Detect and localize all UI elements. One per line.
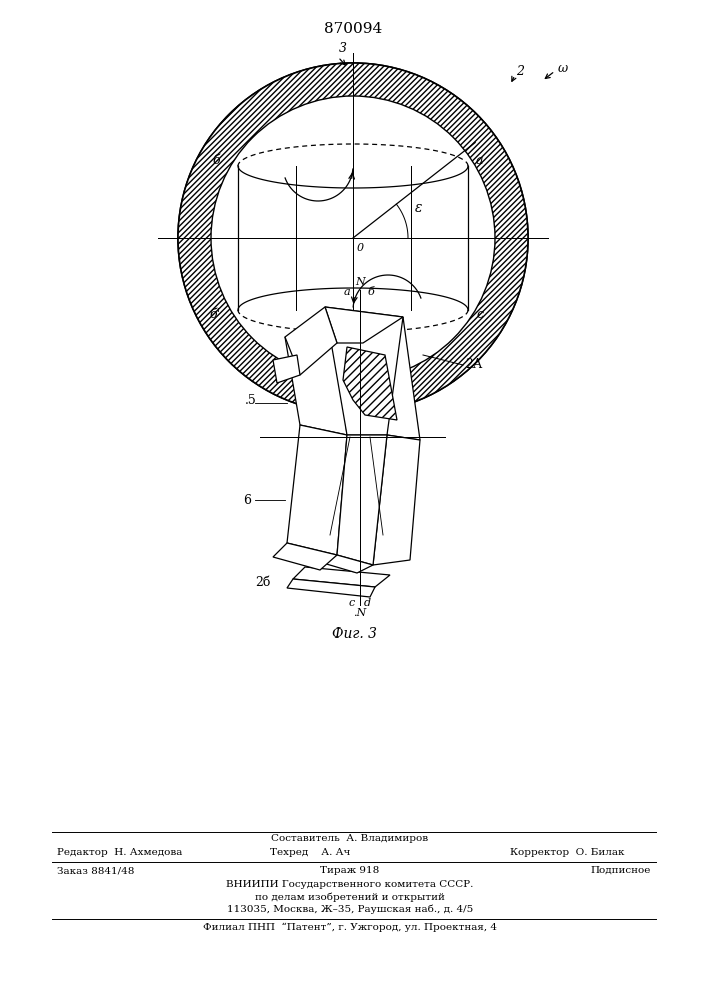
Text: с: с — [476, 308, 483, 322]
Text: Корректор  О. Билак: Корректор О. Билак — [510, 848, 624, 857]
Text: ω: ω — [558, 62, 568, 76]
Polygon shape — [363, 317, 420, 440]
Polygon shape — [325, 307, 403, 435]
Text: Фиг. 2: Фиг. 2 — [346, 433, 390, 447]
Polygon shape — [273, 355, 300, 383]
Text: 870094: 870094 — [324, 22, 382, 36]
Circle shape — [178, 63, 528, 413]
Text: ε: ε — [415, 201, 423, 215]
Polygon shape — [337, 435, 387, 565]
Bar — [238, 166, 468, 310]
Text: Тираж 918: Тираж 918 — [320, 866, 380, 875]
Text: d: d — [382, 512, 389, 522]
Text: Подписное: Подписное — [590, 866, 650, 875]
Polygon shape — [287, 425, 347, 555]
Text: Редактор  Н. Ахмедова: Редактор Н. Ахмедова — [57, 848, 182, 857]
Text: 113035, Москва, Ж–35, Раушская наб., д. 4/5: 113035, Москва, Ж–35, Раушская наб., д. … — [227, 904, 473, 914]
Text: 2б: 2б — [255, 576, 270, 589]
Text: ВНИИПИ Государственного комитета СССР.: ВНИИПИ Государственного комитета СССР. — [226, 880, 474, 889]
Polygon shape — [287, 579, 375, 597]
Text: 0: 0 — [357, 243, 364, 253]
Text: d: d — [363, 598, 370, 608]
Polygon shape — [293, 567, 390, 587]
Text: 6: 6 — [243, 493, 251, 506]
Text: Составитель  А. Владимиров: Составитель А. Владимиров — [271, 834, 428, 843]
Polygon shape — [343, 347, 397, 420]
Text: d: d — [329, 512, 337, 522]
Text: Филиал ПНП  “Патент”, г. Ужгород, ул. Проектная, 4: Филиал ПНП “Патент”, г. Ужгород, ул. Про… — [203, 923, 497, 932]
Text: а: а — [344, 287, 350, 297]
Polygon shape — [323, 555, 373, 573]
Polygon shape — [285, 307, 337, 375]
Text: 0: 0 — [362, 441, 369, 451]
Text: с: с — [349, 598, 355, 608]
Text: б: б — [367, 287, 374, 297]
Text: б': б' — [209, 308, 220, 322]
Text: 3: 3 — [339, 42, 347, 55]
Circle shape — [211, 96, 495, 380]
Text: .N: .N — [354, 608, 367, 618]
Text: Фиг. 3: Фиг. 3 — [332, 627, 378, 641]
Text: а: а — [476, 154, 484, 167]
Polygon shape — [273, 543, 337, 570]
Text: 2: 2 — [516, 65, 524, 78]
Text: по делам изобретений и открытий: по делам изобретений и открытий — [255, 892, 445, 902]
Polygon shape — [285, 337, 347, 435]
Text: б: б — [212, 154, 220, 167]
Circle shape — [178, 63, 528, 413]
Text: N: N — [355, 277, 365, 287]
Text: Техред    А. Ач: Техред А. Ач — [270, 848, 351, 857]
Text: 2А: 2А — [465, 359, 482, 371]
Text: .5: .5 — [245, 393, 257, 406]
Polygon shape — [373, 435, 420, 565]
Polygon shape — [325, 307, 403, 343]
Text: Заказ 8841/48: Заказ 8841/48 — [57, 866, 134, 875]
